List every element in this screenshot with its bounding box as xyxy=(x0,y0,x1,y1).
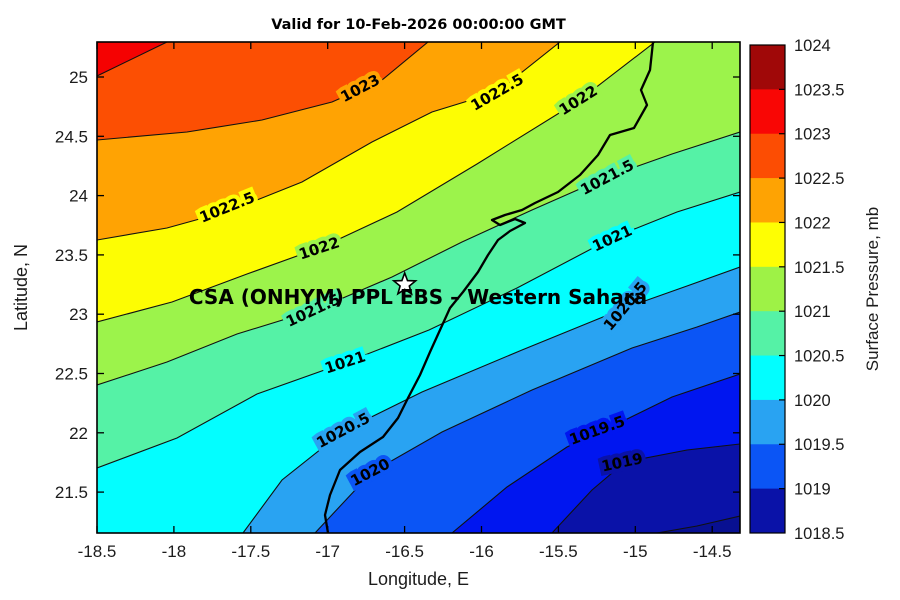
colorbar-tick-label: 1021.5 xyxy=(794,259,844,277)
colorbar-tick-label: 1024 xyxy=(794,37,831,55)
colorbar-band xyxy=(750,133,785,179)
x-tick-label: -18.5 xyxy=(78,542,117,561)
pressure-band xyxy=(552,444,740,533)
contour-line-1022.5 xyxy=(97,42,561,241)
x-tick-label: -16.5 xyxy=(385,542,424,561)
colorbar-tick-label: 1019.5 xyxy=(794,436,844,454)
x-tick-label: -18 xyxy=(162,542,187,561)
colorbar-band xyxy=(750,222,785,268)
plot-clipped-content: 10231022.51022.5102210221021.51021.51021… xyxy=(97,42,740,533)
pressure-band xyxy=(97,42,560,240)
y-tick-label: 22.5 xyxy=(55,365,88,384)
colorbar-band xyxy=(750,266,785,312)
contour-line-1020 xyxy=(314,311,740,533)
contour-line-1021.5 xyxy=(97,131,740,386)
colorbar-band xyxy=(750,488,785,534)
contour-line-1019 xyxy=(551,443,740,533)
colorbar-tick-label: 1023.5 xyxy=(794,81,844,99)
colorbar-tick-label: 1021 xyxy=(794,303,831,321)
y-tick-label: 24 xyxy=(69,187,88,206)
x-tick-label: -15 xyxy=(623,542,648,561)
colorbar-band xyxy=(750,311,785,357)
pressure-band xyxy=(97,42,428,140)
colorbar-tick-label: 1019 xyxy=(794,481,831,499)
pressure-band xyxy=(243,267,740,533)
pressure-band xyxy=(657,516,740,533)
y-tick-label: 21.5 xyxy=(55,483,88,502)
colorbar-tick-label: 1022 xyxy=(794,214,831,232)
colorbar-border xyxy=(749,44,786,534)
colorbar-tick-label: 1022.5 xyxy=(794,170,844,188)
colorbar-axis-label: Surface Pressure, mb xyxy=(863,207,882,371)
colorbar-tick-label: 1020.5 xyxy=(794,347,844,365)
coastline-path xyxy=(323,42,655,533)
x-tick-label: -17 xyxy=(315,542,340,561)
contour-line-1023 xyxy=(97,42,429,141)
x-axis-label: Longitude, E xyxy=(368,569,469,589)
x-tick-label: -14.5 xyxy=(693,542,732,561)
y-tick-label: 24.5 xyxy=(55,127,88,146)
plot-title: Valid for 10-Feb-2026 00:00:00 GMT xyxy=(271,17,566,33)
plot-border xyxy=(96,41,741,534)
colorbar-band xyxy=(750,399,785,445)
y-tick-label: 23 xyxy=(69,305,88,324)
contour-line-1020.5 xyxy=(242,266,740,533)
y-tick-label: 23.5 xyxy=(55,246,88,265)
colorbar: 1024 1023.5 1023 1022.5 1022 1021.5 1021 1020.5… xyxy=(749,37,882,543)
pressure-band xyxy=(97,42,740,385)
colorbar-band xyxy=(750,355,785,401)
pressure-band xyxy=(315,312,740,533)
pressure-band xyxy=(452,374,740,533)
contour-line-1021 xyxy=(97,191,740,469)
x-tick-label: -15.5 xyxy=(539,542,578,561)
plot-area: 10231022.51022.5102210221021.51021.51021… xyxy=(96,41,741,534)
y-tick-label: 22 xyxy=(69,424,88,443)
colorbar-band xyxy=(750,444,785,490)
colorbar-tick-label: 1023 xyxy=(794,126,831,144)
colorbar-band xyxy=(750,45,785,90)
block-annotation: CSA (ONHYM) PPL EBS – Western Sahara xyxy=(189,285,647,309)
contour-line-1019.5 xyxy=(451,373,740,533)
pressure-band xyxy=(97,192,740,533)
pressure-band xyxy=(97,132,740,468)
y-axis-label: Latitude, N xyxy=(11,244,31,331)
pressure-band xyxy=(97,42,655,322)
colorbar-band xyxy=(750,89,785,135)
contour-line-edge xyxy=(97,42,168,77)
colorbar-tick-label: 1020 xyxy=(794,392,831,410)
location-star-marker xyxy=(391,270,418,296)
contour-line-edge xyxy=(656,515,740,533)
colorbar-band xyxy=(750,178,785,223)
contour-line-1022 xyxy=(97,42,656,323)
x-tick-label: -16 xyxy=(469,542,494,561)
y-tick-label: 25 xyxy=(69,68,88,87)
colorbar-tick-label: 1018.5 xyxy=(794,525,844,543)
x-tick-label: -17.5 xyxy=(231,542,270,561)
